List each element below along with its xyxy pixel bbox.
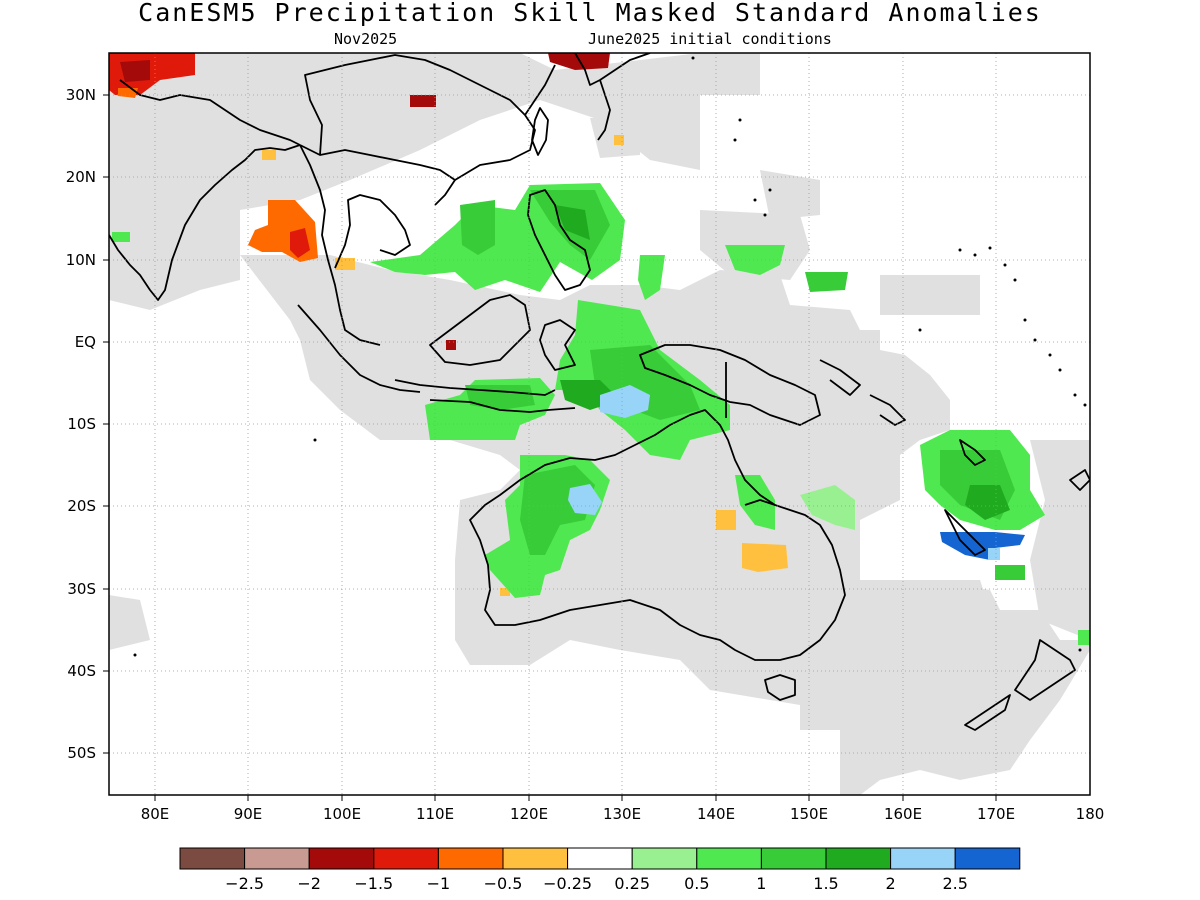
longitude-labels: 80E 90E 100E 110E 120E 130E 140E 150E 16… <box>141 805 1105 823</box>
initial-conditions-label: June2025 initial conditions <box>588 30 832 48</box>
colorbar-swatch <box>696 847 762 870</box>
lat-label-30s: 30S <box>67 580 96 598</box>
colorbar-swatch <box>179 847 246 870</box>
lon-label-180: 180 <box>1076 805 1105 823</box>
colorbar-swatch <box>890 847 956 870</box>
lon-label-150e: 150E <box>790 805 828 823</box>
lon-label-170e: 170E <box>977 805 1015 823</box>
colorbar-label: 2.5 <box>942 874 967 893</box>
colorbar-label: 0.25 <box>614 874 650 893</box>
latitude-labels: 30N 20N 10N EQ 10S 20S 30S 40S 50S <box>66 86 96 762</box>
anomaly-patches <box>109 53 1090 645</box>
colorbar-swatch <box>825 847 892 870</box>
colorbar-label: −2.5 <box>225 874 264 893</box>
lon-label-80e: 80E <box>141 805 170 823</box>
map-title: CanESM5 Precipitation Skill Masked Stand… <box>138 0 1042 27</box>
lat-label-30n: 30N <box>66 86 96 104</box>
forecast-month: Nov2025 <box>334 30 398 48</box>
lat-label-20s: 20S <box>67 497 96 515</box>
colorbar-label: −1 <box>427 874 451 893</box>
colorbar: −2.5 −2 −1.5 −1 −0.5 −0.25 0.25 0.5 1 1.5 2 2.5 <box>179 847 1021 893</box>
colorbar-label: −0.5 <box>484 874 523 893</box>
colorbar-swatch <box>760 847 827 870</box>
colorbar-swatch <box>954 847 1021 870</box>
lat-label-10s: 10S <box>67 415 96 433</box>
colorbar-label: 1 <box>756 874 766 893</box>
lon-label-90e: 90E <box>234 805 263 823</box>
colorbar-swatch <box>308 847 375 870</box>
latitude-axis <box>103 94 109 754</box>
skill-mask-gray-regions <box>109 53 1090 795</box>
longitude-axis <box>154 795 997 801</box>
colorbar-label: −0.25 <box>543 874 592 893</box>
colorbar-swatch <box>437 847 504 870</box>
colorbar-swatch <box>631 847 698 870</box>
colorbar-swatch <box>373 847 439 870</box>
lat-label-eq: EQ <box>75 333 96 351</box>
colorbar-swatch <box>502 847 569 870</box>
colorbar-swatch <box>244 847 310 870</box>
lat-label-20n: 20N <box>66 168 96 186</box>
colorbar-label: 2 <box>886 874 896 893</box>
lon-label-160e: 160E <box>884 805 922 823</box>
small-islands <box>133 56 1087 657</box>
colorbar-label: 1.5 <box>813 874 838 893</box>
lat-label-50s: 50S <box>67 744 96 762</box>
colorbar-label: −1.5 <box>354 874 393 893</box>
lon-label-120e: 120E <box>510 805 548 823</box>
colorbar-label: −2 <box>297 874 321 893</box>
lon-label-140e: 140E <box>697 805 735 823</box>
lon-label-110e: 110E <box>416 805 454 823</box>
lon-label-100e: 100E <box>323 805 361 823</box>
lat-label-10n: 10N <box>66 251 96 269</box>
lon-label-130e: 130E <box>603 805 641 823</box>
colorbar-swatch <box>567 847 633 870</box>
colorbar-label: 0.5 <box>684 874 709 893</box>
map-field <box>109 53 1090 795</box>
lat-label-40s: 40S <box>67 662 96 680</box>
coastlines <box>109 53 1090 731</box>
